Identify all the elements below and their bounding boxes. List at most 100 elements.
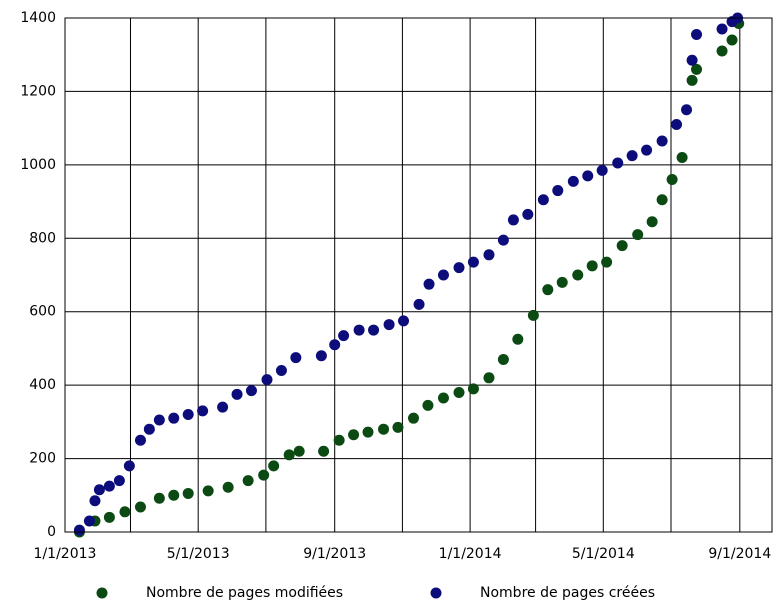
point	[73, 524, 85, 536]
point	[103, 511, 115, 523]
y-tick-label: 600	[29, 304, 56, 320]
point	[290, 352, 302, 364]
point	[153, 414, 165, 426]
point	[134, 501, 146, 513]
point	[338, 330, 350, 342]
point	[686, 74, 698, 86]
point	[601, 256, 613, 268]
point	[437, 392, 449, 404]
y-tick-label: 200	[29, 451, 56, 467]
point	[467, 256, 479, 268]
point	[522, 208, 534, 220]
point	[641, 144, 653, 156]
point	[398, 315, 410, 327]
point	[258, 469, 270, 481]
point	[453, 262, 465, 274]
legend-marker	[430, 587, 442, 599]
point	[612, 157, 624, 169]
x-tick-label: 9/1/2014	[708, 546, 771, 562]
point	[315, 350, 327, 362]
point	[483, 372, 495, 384]
point	[691, 63, 703, 75]
point	[197, 405, 209, 417]
point	[507, 214, 519, 226]
point	[556, 276, 568, 288]
point	[422, 399, 434, 411]
point	[293, 445, 305, 457]
point	[222, 481, 234, 493]
point	[261, 374, 273, 386]
legend-label: Nombre de pages créées	[480, 585, 655, 601]
point	[552, 185, 564, 197]
point	[586, 260, 598, 272]
point	[119, 506, 131, 518]
point	[318, 445, 330, 457]
point	[437, 269, 449, 281]
marks	[73, 12, 745, 538]
point	[497, 353, 509, 365]
point	[626, 150, 638, 162]
point	[676, 152, 688, 164]
point	[103, 480, 115, 492]
point	[726, 34, 738, 46]
y-tick-label: 0	[47, 524, 56, 540]
point	[283, 449, 295, 461]
point	[408, 412, 420, 424]
legend-label: Nombre de pages modifiées	[146, 585, 343, 601]
grid	[64, 17, 772, 533]
point	[413, 298, 425, 310]
point	[483, 249, 495, 261]
point	[632, 229, 644, 241]
point	[596, 164, 608, 176]
point	[497, 234, 509, 246]
point	[453, 386, 465, 398]
point	[666, 174, 678, 186]
point	[153, 492, 165, 504]
point	[616, 240, 628, 252]
point	[83, 515, 95, 527]
point	[182, 487, 194, 499]
point	[542, 284, 554, 296]
y-tick-label: 400	[29, 377, 56, 393]
point	[378, 423, 390, 435]
point	[353, 324, 365, 336]
point	[423, 278, 435, 290]
point	[143, 423, 155, 435]
point	[113, 475, 125, 487]
point	[89, 495, 101, 507]
point	[275, 364, 287, 376]
point	[646, 216, 658, 228]
y-tick-label: 1400	[20, 10, 56, 26]
point	[182, 409, 194, 421]
point	[512, 333, 524, 345]
point	[134, 434, 146, 446]
point	[691, 29, 703, 41]
x-tick-label: 1/1/2013	[34, 546, 97, 562]
point	[681, 104, 693, 116]
x-tick-label: 9/1/2013	[303, 546, 366, 562]
point	[242, 475, 254, 487]
plot-frame	[64, 17, 773, 533]
y-tick-label: 1200	[20, 83, 56, 99]
point	[572, 269, 584, 281]
point	[333, 434, 345, 446]
point	[383, 319, 395, 331]
point	[671, 118, 683, 130]
point	[686, 54, 698, 66]
point	[268, 460, 280, 472]
legend-marker	[96, 587, 108, 599]
point	[168, 412, 180, 424]
point	[527, 309, 539, 321]
point	[716, 45, 728, 57]
x-tick-label: 1/1/2014	[439, 546, 502, 562]
y-tick-label: 800	[29, 230, 56, 246]
point	[329, 339, 341, 351]
point	[217, 401, 229, 413]
point	[656, 135, 668, 147]
point	[716, 23, 728, 35]
point	[656, 194, 668, 206]
point	[582, 170, 594, 182]
point	[362, 426, 374, 438]
point	[392, 421, 404, 433]
